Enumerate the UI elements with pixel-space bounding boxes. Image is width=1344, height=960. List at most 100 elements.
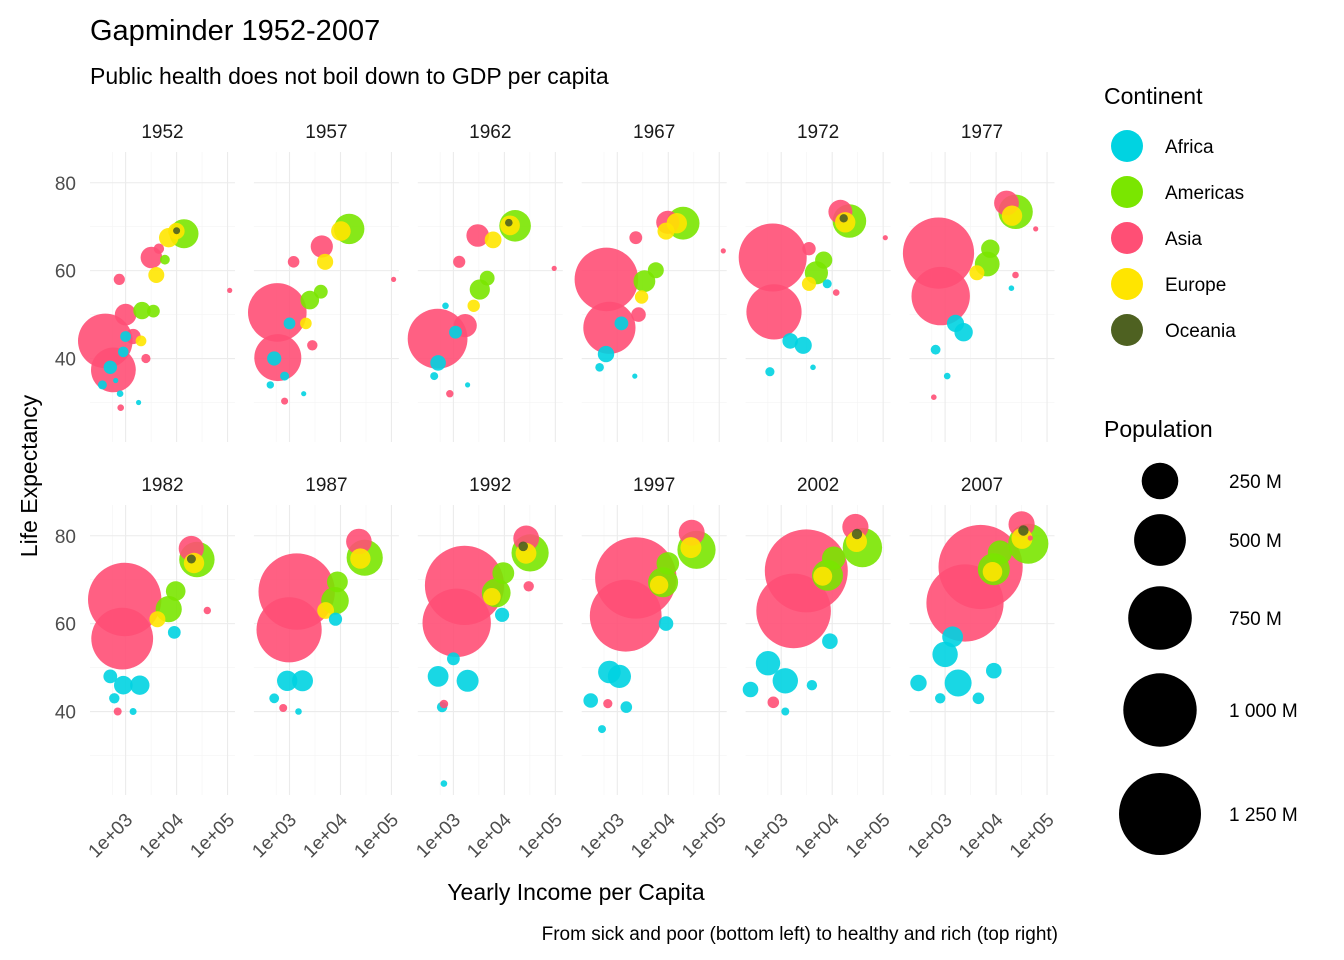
facet-strip-label: 1992 [469, 475, 511, 496]
point-americas-1977 [981, 239, 1000, 258]
point-africa-1972 [822, 279, 832, 289]
point-americas-1987 [327, 571, 348, 593]
point-europe-2002 [846, 531, 867, 552]
legend-size-label: 1 000 M [1229, 701, 1298, 722]
point-asia-1962 [407, 308, 468, 369]
point-asia-1957 [307, 340, 318, 351]
legend-label-asia: Asia [1165, 229, 1202, 250]
legend-population-title: Population [1104, 416, 1213, 442]
legend-continent: Continent Africa Americas Asia Europe Oceani… [1104, 83, 1244, 346]
legend-key-americas [1111, 176, 1143, 208]
x-tick-label: 1e+04 [791, 809, 844, 862]
point-africa-1967 [597, 345, 615, 363]
point-africa-1952 [116, 390, 124, 398]
point-africa-1982 [103, 669, 118, 684]
point-africa-1992 [427, 666, 449, 687]
point-asia-1987 [279, 704, 288, 712]
point-asia-1967 [631, 307, 646, 322]
legend-label-americas: Americas [1165, 183, 1244, 204]
point-asia-1977 [1033, 226, 1039, 232]
point-africa-1972 [782, 333, 798, 349]
legend-size-key [1123, 673, 1197, 747]
point-europe-1997 [680, 537, 702, 559]
point-europe-1952 [135, 335, 147, 347]
point-americas-1952 [133, 301, 151, 320]
x-tick-label: 1e+03 [248, 810, 301, 863]
point-africa-1982 [129, 708, 137, 715]
point-oceania-1992 [518, 541, 528, 552]
point-asia-1952 [153, 243, 165, 254]
facet-strip-label: 1962 [469, 122, 511, 143]
point-europe-1977 [1001, 205, 1023, 226]
point-africa-1962 [465, 382, 471, 388]
point-africa-2007 [986, 662, 1002, 679]
point-americas-1952 [160, 254, 170, 265]
point-africa-1952 [113, 377, 119, 384]
x-tick-label: 1e+03 [412, 810, 465, 863]
point-oceania-2007 [1018, 525, 1029, 536]
point-europe-1952 [148, 267, 165, 283]
point-africa-1952 [136, 399, 142, 406]
point-africa-1982 [167, 626, 181, 639]
point-europe-1967 [634, 290, 649, 304]
point-africa-1977 [930, 344, 941, 355]
x-tick-label: 1e+04 [955, 809, 1008, 862]
facet-panel-1957: 1957 [253, 122, 399, 442]
legend-label-africa: Africa [1165, 137, 1214, 158]
legend-size-label: 1 250 M [1229, 805, 1298, 826]
point-asia-1957 [391, 276, 397, 282]
chart-caption: From sick and poor (bottom left) to heal… [542, 924, 1058, 945]
facet-strip-label: 2002 [797, 475, 839, 496]
point-africa-2002 [781, 707, 790, 716]
point-asia-1957 [310, 235, 333, 258]
point-oceania-2002 [851, 528, 863, 540]
point-africa-1982 [109, 693, 120, 704]
x-axis-title: Yearly Income per Capita [447, 879, 705, 905]
point-africa-2007 [932, 641, 958, 668]
point-africa-1987 [328, 612, 343, 626]
point-africa-1972 [794, 336, 812, 354]
point-americas-1952 [147, 304, 160, 318]
point-africa-1977 [1008, 285, 1015, 292]
point-africa-2002 [822, 633, 838, 649]
point-africa-1997 [598, 725, 606, 734]
point-asia-1962 [551, 265, 557, 271]
facet-strip-label: 1967 [633, 122, 675, 143]
x-tick-label: 1e+04 [136, 809, 189, 862]
facet-panel-1952: 1952 40 60 80 [55, 122, 235, 442]
legend-label-europe: Europe [1165, 275, 1226, 296]
y-axis-title: Life Expectancy [16, 394, 42, 557]
x-tick-label: 1e+05 [350, 810, 403, 863]
point-africa-1952 [120, 331, 131, 342]
point-africa-1987 [277, 670, 298, 691]
legend-size-key [1134, 514, 1186, 566]
point-oceania-1962 [505, 218, 513, 227]
point-africa-1997 [583, 693, 598, 708]
facet-strip-label: 1952 [141, 122, 183, 143]
point-europe-1997 [649, 575, 669, 595]
point-africa-1977 [946, 314, 965, 332]
point-asia-1967 [720, 248, 726, 254]
point-asia-1952 [141, 353, 151, 364]
point-africa-1987 [269, 693, 280, 704]
point-americas-1972 [815, 251, 833, 269]
x-tick-label: 1e+03 [576, 810, 629, 863]
point-africa-1997 [620, 701, 633, 713]
point-europe-1977 [969, 265, 985, 281]
point-africa-2002 [806, 680, 818, 691]
point-europe-1962 [484, 231, 502, 249]
point-asia-1962 [466, 224, 490, 247]
legend-continent-title: Continent [1104, 83, 1203, 109]
facet-panel-1972: 1972 [745, 122, 891, 442]
point-africa-1957 [283, 317, 296, 330]
x-tick-label: 1e+04 [627, 809, 680, 862]
point-europe-1972 [801, 276, 817, 291]
point-africa-1957 [301, 391, 307, 397]
point-oceania-1952 [173, 227, 181, 235]
y-tick-label: 80 [55, 527, 76, 548]
legend-population: Population 250 M 500 M 750 M 1 000 M 1 250 M [1104, 416, 1298, 855]
point-africa-2002 [742, 681, 759, 698]
point-asia-1982 [203, 606, 211, 615]
point-europe-1992 [483, 588, 501, 606]
point-asia-1992 [422, 588, 491, 657]
